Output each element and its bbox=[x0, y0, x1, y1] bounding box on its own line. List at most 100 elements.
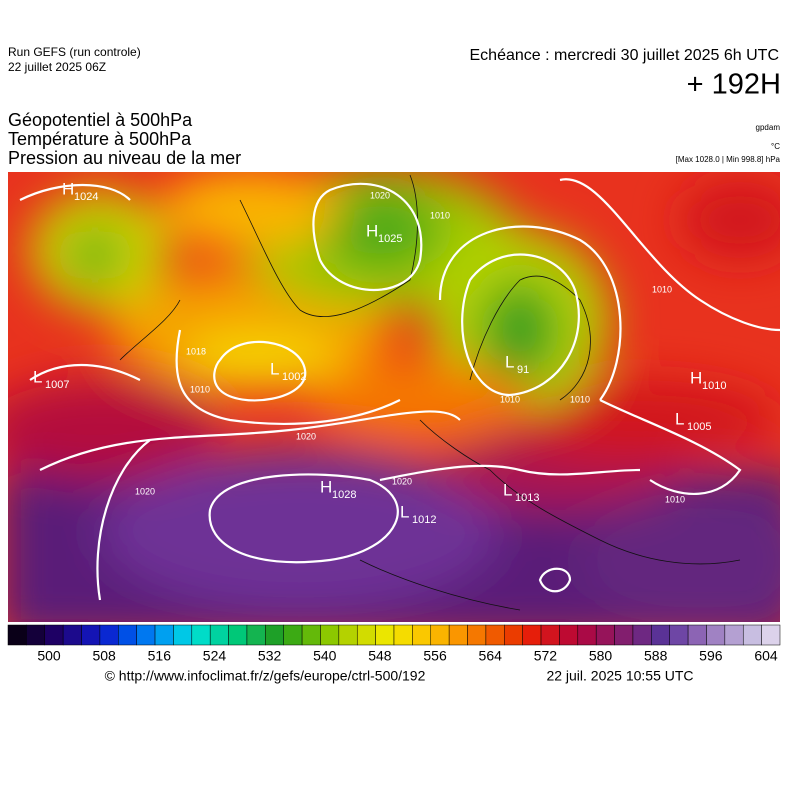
colorbar-swatch bbox=[7, 624, 27, 646]
colorbar-tick-label: 524 bbox=[203, 648, 227, 664]
center-value: 1012 bbox=[412, 514, 436, 526]
unit: gpdam bbox=[756, 123, 781, 132]
colorbar-swatch bbox=[81, 624, 101, 646]
colorbar-tick-label: 540 bbox=[313, 648, 337, 664]
colorbar-swatch bbox=[669, 624, 689, 646]
center-letter: H bbox=[320, 477, 332, 496]
center-letter: L bbox=[270, 359, 279, 378]
colorbar-swatch bbox=[118, 624, 137, 646]
colorbar-tick-label: 596 bbox=[699, 648, 723, 664]
colorbar-swatch bbox=[173, 624, 193, 646]
run-date: 22 juillet 2025 06Z bbox=[8, 60, 106, 74]
colorbar-swatch bbox=[577, 624, 597, 646]
colorbar-tick-label: 516 bbox=[148, 648, 172, 664]
colorbar-tick-label: 548 bbox=[368, 648, 392, 664]
lead-time: + 192H bbox=[687, 69, 781, 101]
run-label: Run GEFS (run controle) bbox=[8, 45, 141, 59]
center-value: 1024 bbox=[74, 191, 98, 203]
colorbar-swatch bbox=[99, 624, 119, 646]
colorbar-swatch bbox=[540, 624, 560, 646]
center-letter: L bbox=[675, 409, 684, 428]
colorbar-swatch bbox=[614, 624, 634, 646]
colorbar-tick-label: 556 bbox=[423, 648, 447, 664]
colorbar-swatch bbox=[265, 624, 284, 646]
colorbar-swatch bbox=[485, 624, 505, 646]
center-letter: L bbox=[400, 502, 409, 521]
colorbar-swatch bbox=[724, 624, 744, 646]
center-value: 1005 bbox=[687, 421, 711, 433]
isobar-label: 1020 bbox=[296, 431, 316, 441]
colorbar-tick-label: 564 bbox=[479, 648, 503, 664]
center-value: 1002 bbox=[282, 371, 306, 383]
colorbar-swatch bbox=[559, 624, 579, 646]
colorbar-swatch bbox=[228, 624, 248, 646]
colorbar-swatch bbox=[393, 624, 413, 646]
timestamp: 22 juil. 2025 10:55 UTC bbox=[546, 668, 693, 684]
colorbar-swatch bbox=[320, 624, 340, 646]
isobar-label: 1010 bbox=[190, 384, 210, 394]
colorbar-swatch bbox=[301, 624, 321, 646]
colorbar-swatch bbox=[504, 624, 523, 646]
colorbar-tick-label: 508 bbox=[92, 648, 116, 664]
isobar-label: 1020 bbox=[135, 486, 155, 496]
colorbar-tick-label: 500 bbox=[37, 648, 61, 664]
colorbar-tick-label: 532 bbox=[258, 648, 282, 664]
isobar-label: 1020 bbox=[370, 190, 390, 200]
colorbar-swatch bbox=[356, 624, 376, 646]
center-letter: L bbox=[505, 352, 514, 371]
isobar-label: 1010 bbox=[500, 394, 520, 404]
center-value: 1013 bbox=[515, 492, 539, 504]
colorbar-swatch bbox=[595, 624, 615, 646]
colorbar-swatch bbox=[44, 624, 64, 646]
center-value: 1025 bbox=[378, 233, 402, 245]
colorbar-swatch bbox=[338, 624, 358, 646]
isobar-label: 1010 bbox=[652, 284, 672, 294]
title: Température à 500hPa bbox=[8, 129, 192, 149]
colorbar-swatch bbox=[412, 624, 432, 646]
colorbar-tick-label: 588 bbox=[644, 648, 668, 664]
unit: °C bbox=[771, 142, 780, 151]
title: Pression au niveau de la mer bbox=[8, 148, 241, 168]
center-value: 91 bbox=[517, 364, 529, 376]
colorbar-swatch bbox=[651, 624, 670, 646]
echeance: Echéance : mercredi 30 juillet 2025 6h U… bbox=[470, 47, 780, 64]
center-letter: H bbox=[690, 368, 702, 387]
center-letter: L bbox=[33, 367, 42, 386]
colorbar-swatch bbox=[706, 624, 726, 646]
colorbar-swatch bbox=[136, 624, 156, 646]
colorbar-swatch bbox=[467, 624, 487, 646]
colorbar-swatch bbox=[522, 624, 542, 646]
colorbar-swatch bbox=[448, 624, 468, 646]
unit: [Max 1028.0 | Min 998.8] hPa bbox=[676, 155, 781, 164]
colorbar-swatch bbox=[375, 624, 395, 646]
isobar-label: 1020 bbox=[392, 476, 412, 486]
isobar-label: 1010 bbox=[430, 210, 450, 220]
colorbar-tick-label: 580 bbox=[589, 648, 613, 664]
colorbar-swatch bbox=[26, 624, 46, 646]
colorbar-tick-label: 604 bbox=[754, 648, 778, 664]
center-letter: H bbox=[366, 221, 378, 240]
colorbar-swatch bbox=[209, 624, 229, 646]
colorbar-swatch bbox=[191, 624, 211, 646]
source-url: © http://www.infoclimat.fr/z/gefs/europe… bbox=[105, 668, 426, 684]
center-value: 1010 bbox=[702, 380, 726, 392]
center-value: 1028 bbox=[332, 489, 356, 501]
center-letter: L bbox=[503, 480, 512, 499]
colorbar-swatch bbox=[154, 624, 174, 646]
isobar-label: 1010 bbox=[665, 494, 685, 504]
colorbar-swatch bbox=[283, 624, 303, 646]
colorbar-swatch bbox=[632, 624, 652, 646]
colorbar-swatch bbox=[742, 624, 762, 646]
colorbar-swatch bbox=[761, 624, 781, 646]
colorbar-swatch bbox=[430, 624, 450, 646]
colorbar-swatch bbox=[687, 624, 707, 646]
colorbar-swatch bbox=[62, 624, 82, 646]
title: Géopotentiel à 500hPa bbox=[8, 110, 193, 130]
colorbar-tick-label: 572 bbox=[534, 648, 558, 664]
isobar-label: 1018 bbox=[186, 346, 206, 356]
center-letter: H bbox=[62, 179, 74, 198]
colorbar-swatch bbox=[246, 624, 266, 646]
isobar-label: 1010 bbox=[570, 394, 590, 404]
